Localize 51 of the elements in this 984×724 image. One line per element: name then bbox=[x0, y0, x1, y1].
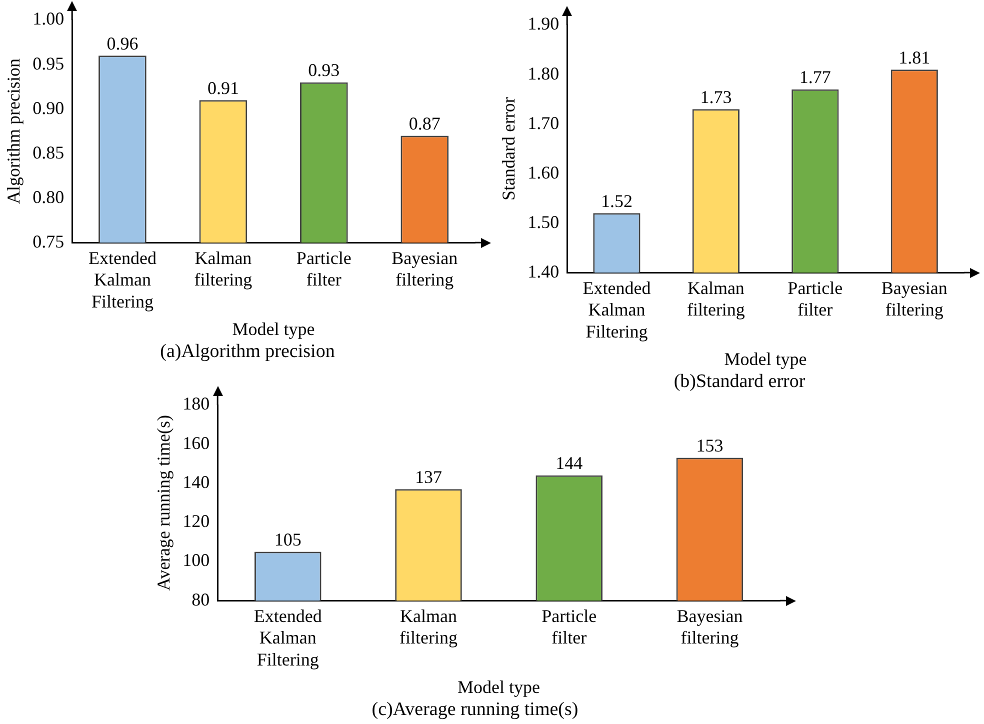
x-tick-label: Extended Kalman Filtering bbox=[582, 278, 651, 342]
y-tick-label: 1.00 bbox=[32, 8, 64, 29]
y-tick-label: 1.70 bbox=[528, 112, 560, 133]
y-axis-title: Average running time(s) bbox=[154, 414, 174, 591]
y-axis-title: Standard error bbox=[498, 97, 519, 201]
data-label: 0.91 bbox=[207, 78, 239, 98]
data-label: 1.77 bbox=[799, 67, 831, 88]
text: (a)Algorithm precision bbox=[159, 341, 336, 363]
data-label: 1.73 bbox=[700, 86, 732, 107]
y-tick-label: 100 bbox=[182, 550, 210, 570]
y-tick-label: 1.60 bbox=[528, 162, 560, 182]
y-tick-label: 0.80 bbox=[32, 186, 64, 207]
y-tick-label: 0.75 bbox=[32, 231, 64, 252]
text: (c)Average running time(s) bbox=[370, 699, 580, 721]
y-axis-title: Algorithm precision bbox=[4, 58, 24, 204]
y-tick-label: 1.50 bbox=[528, 212, 560, 232]
x-tick-label: Particle filter bbox=[542, 606, 597, 648]
x-tick-label: Particle filter bbox=[296, 248, 352, 290]
data-label: 0.87 bbox=[408, 113, 440, 134]
data-label: 137 bbox=[415, 466, 442, 487]
data-label: 0.93 bbox=[308, 60, 340, 80]
data-label: 144 bbox=[556, 453, 583, 474]
y-tick-label: 1.80 bbox=[528, 63, 560, 84]
y-tick-label: 0.90 bbox=[32, 98, 64, 118]
data-label: 105 bbox=[274, 529, 302, 550]
data-label: 0.96 bbox=[106, 33, 138, 54]
x-tick-label: Bayesian filtering bbox=[392, 248, 458, 290]
x-tick-label: Kalman filtering bbox=[400, 606, 458, 648]
y-tick-label: 120 bbox=[182, 511, 210, 532]
x-tick-label: Extended Kalman Filtering bbox=[254, 606, 322, 670]
x-axis-title: Model type bbox=[458, 676, 540, 697]
y-tick-label: 80 bbox=[192, 589, 210, 610]
x-tick-label: Extended Kalman Filtering bbox=[88, 248, 156, 312]
text: (b)Standard error bbox=[672, 371, 806, 393]
x-tick-label: Particle filter bbox=[788, 278, 843, 320]
y-tick-label: 0.95 bbox=[32, 53, 64, 74]
y-tick-label: 140 bbox=[182, 472, 210, 492]
x-tick-label: Bayesian filtering bbox=[676, 606, 743, 648]
x-axis-title: Model type bbox=[232, 318, 315, 339]
data-label: 1.52 bbox=[600, 190, 632, 211]
y-tick-label: 160 bbox=[182, 432, 210, 453]
y-tick-label: 1.40 bbox=[528, 261, 560, 282]
x-axis-title: Model type bbox=[724, 348, 807, 369]
y-tick-label: 0.85 bbox=[32, 142, 64, 162]
x-tick-label: Kalman filtering bbox=[686, 278, 745, 320]
y-tick-label: 180 bbox=[182, 394, 210, 414]
data-label: 153 bbox=[696, 436, 724, 456]
y-tick-label: 1.90 bbox=[528, 14, 560, 34]
x-tick-label: Bayesian filtering bbox=[881, 278, 948, 320]
data-label: 1.81 bbox=[898, 47, 930, 68]
x-tick-label: Kalman filtering bbox=[194, 248, 252, 290]
